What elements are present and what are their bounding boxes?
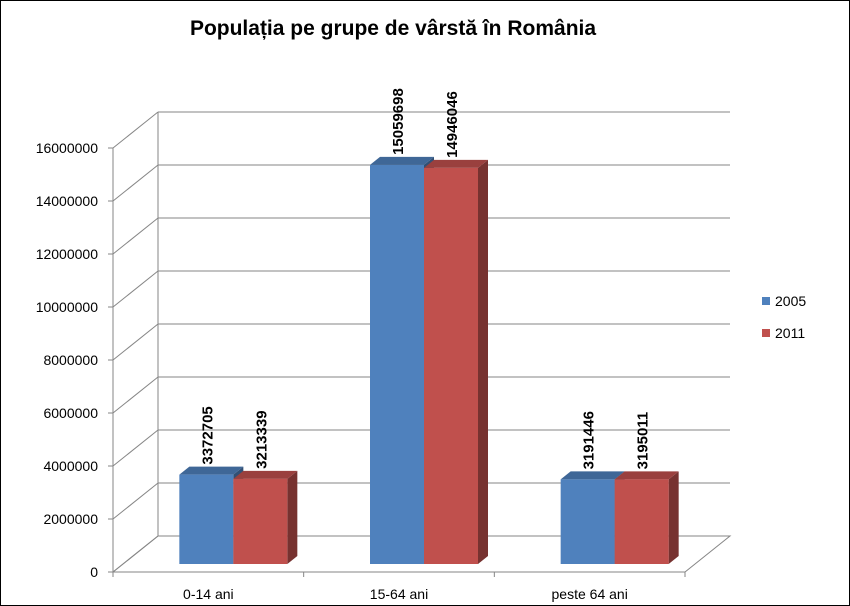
data-label-2011-1: 14946046 [444, 91, 461, 158]
data-label-2011-2: 3195011 [635, 412, 652, 470]
gridline-depth [112, 323, 159, 361]
bar-2011-2 [614, 479, 669, 564]
y-tick-label: 14000000 [36, 193, 99, 209]
legend-swatch-2011 [762, 329, 770, 337]
gridline-depth [112, 376, 159, 414]
x-tick-label: 15-64 ani [370, 586, 428, 602]
bar-2005-0 [179, 474, 234, 564]
gridline-depth [112, 429, 159, 467]
y-tick-label: 6000000 [43, 405, 98, 421]
y-tick-label: 12000000 [36, 246, 99, 262]
bar-2011-1 [424, 167, 478, 564]
bar-top-2005-2 [560, 471, 625, 480]
y-tick-label: 4000000 [43, 458, 98, 474]
legend-swatch-2005 [762, 297, 770, 305]
bar-side-2011-1 [478, 159, 488, 564]
bar-top-2005-0 [179, 466, 244, 475]
bar-top-2011-2 [614, 471, 679, 480]
chart-title: Populația pe grupe de vârstă în România [189, 17, 597, 40]
data-label-2005-1: 15059698 [390, 88, 407, 155]
x-tick-label: 0-14 ani [183, 586, 234, 602]
gridline-depth [112, 217, 159, 255]
bar-top-2011-1 [424, 159, 488, 168]
y-tick-label: 0 [90, 564, 98, 580]
bar-2005-2 [560, 479, 615, 564]
legend-item-2011: 2011 [762, 325, 805, 341]
gridline-depth [112, 270, 159, 308]
bar-2011-0 [233, 478, 288, 564]
bar-top-2005-1 [370, 156, 434, 165]
y-tick-label: 2000000 [43, 511, 98, 527]
y-tick-label: 16000000 [36, 140, 99, 156]
data-label-2005-2: 3191446 [581, 411, 598, 469]
legend-label-2005: 2005 [775, 293, 807, 309]
bar-top-2011-0 [233, 470, 298, 479]
y-tick-label: 10000000 [36, 299, 99, 315]
y-tick-label: 8000000 [43, 352, 98, 368]
bar-side-2011-0 [287, 470, 298, 564]
legend-item-2005: 2005 [762, 293, 806, 309]
gridline-depth [112, 111, 159, 149]
legend-label-2011: 2011 [775, 325, 806, 341]
gridline-depth [112, 482, 159, 520]
gridline-depth [112, 164, 159, 202]
data-label-2011-0: 3213339 [253, 410, 270, 468]
x-tick-label: peste 64 ani [552, 586, 628, 602]
bar-2005-1 [370, 164, 424, 564]
data-label-2005-0: 3372705 [199, 406, 216, 464]
bar-side-2011-2 [668, 471, 679, 564]
